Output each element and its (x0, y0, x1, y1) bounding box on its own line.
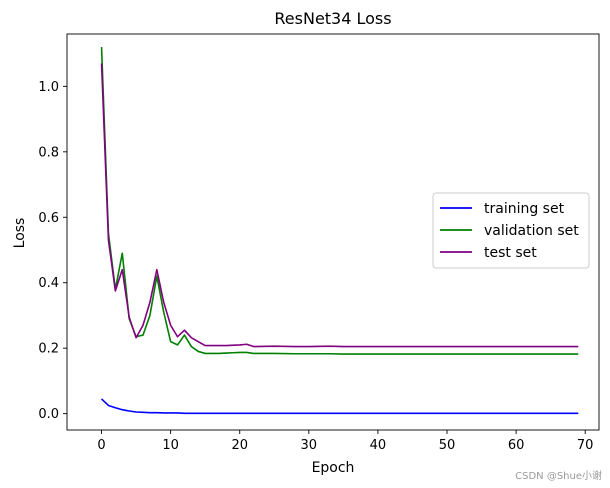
x-tick-label: 30 (301, 438, 318, 453)
x-tick-label: 10 (162, 438, 179, 453)
chart-title: ResNet34 Loss (274, 9, 391, 28)
x-tick-label: 60 (508, 438, 525, 453)
y-tick-label: 0.0 (38, 407, 59, 422)
x-tick-label: 50 (439, 438, 456, 453)
y-tick-label: 0.4 (38, 276, 59, 291)
x-ticks: 0 10 20 30 40 50 60 70 (97, 430, 593, 453)
legend-label-test-set: test set (484, 245, 537, 261)
legend-box (432, 192, 590, 269)
axes-frame (66, 33, 600, 431)
x-axis-label: Epoch (312, 460, 355, 476)
plot-area: 0 10 20 30 40 50 60 70 0.0 0.2 0.4 0.6 0.8 1.0 (38, 33, 600, 453)
y-tick-label: 0.2 (38, 342, 59, 357)
series-layer (100, 47, 579, 415)
y-ticks: 0.0 0.2 0.4 0.6 0.8 1.0 (38, 80, 67, 422)
x-tick-label: 40 (370, 438, 387, 453)
x-tick-label: 20 (231, 438, 248, 453)
legend: training set validation set test set (432, 192, 590, 269)
series-line-test-set (100, 63, 579, 348)
legend-label-validation-set: validation set (484, 223, 579, 239)
x-tick-label: 0 (97, 438, 105, 453)
legend-label-training-set: training set (484, 201, 565, 217)
watermark-text: CSDN @Shue小谢 (515, 471, 602, 482)
x-tick-label: 70 (577, 438, 594, 453)
series-line-training-set (100, 398, 579, 415)
y-tick-label: 1.0 (38, 80, 59, 95)
y-tick-label: 0.8 (38, 145, 59, 160)
y-tick-label: 0.6 (38, 211, 59, 226)
y-axis-label: Loss (12, 218, 28, 249)
